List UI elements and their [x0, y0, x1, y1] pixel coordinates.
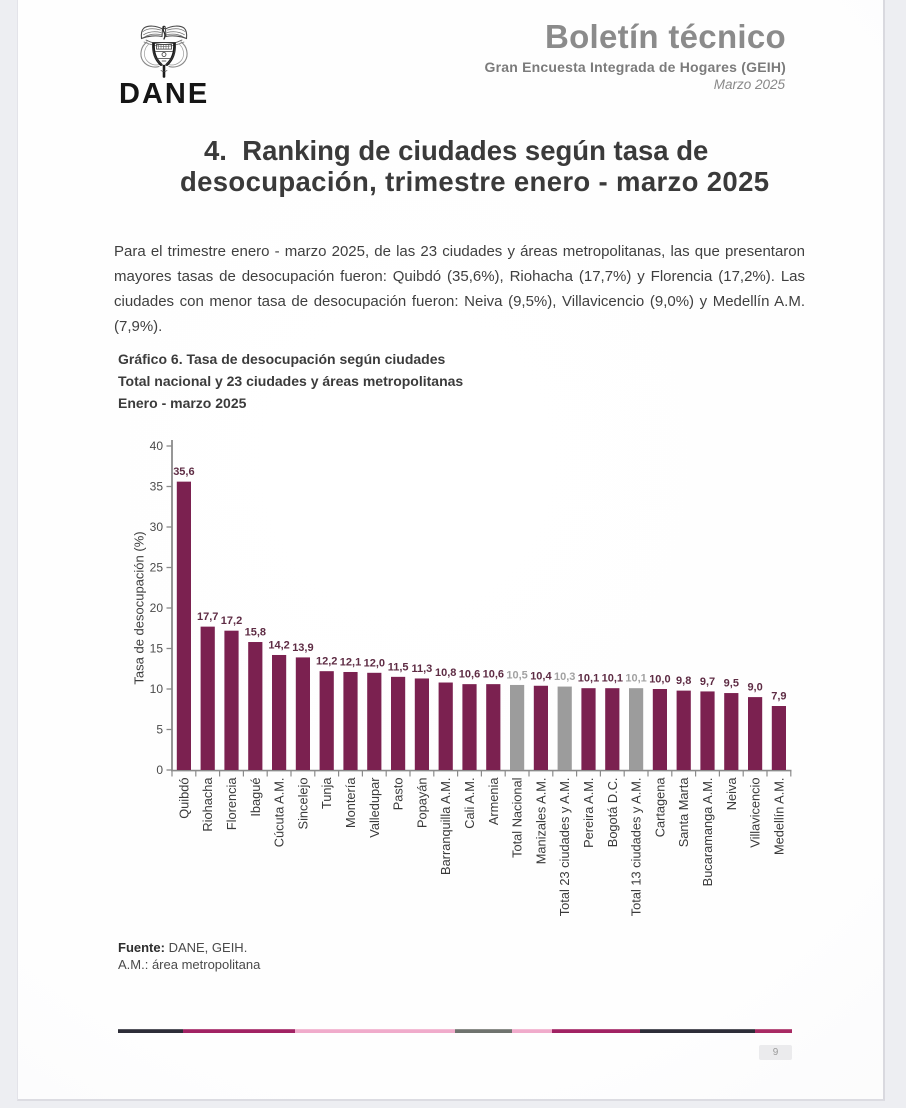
svg-text:11,5: 11,5: [388, 661, 409, 673]
svg-text:40: 40: [150, 439, 164, 453]
svg-text:10,8: 10,8: [435, 667, 456, 679]
svg-text:Tunja: Tunja: [319, 777, 334, 809]
svg-text:12,1: 12,1: [340, 656, 361, 668]
svg-text:Cartagena: Cartagena: [652, 777, 667, 838]
svg-text:17,2: 17,2: [221, 615, 242, 627]
svg-text:10,6: 10,6: [483, 669, 504, 681]
svg-text:Pereira A.M.: Pereira A.M.: [581, 778, 596, 848]
svg-text:12,2: 12,2: [316, 656, 337, 668]
svg-text:Bucaramanga A.M.: Bucaramanga A.M.: [700, 778, 715, 887]
svg-text:10,0: 10,0: [649, 674, 670, 686]
svg-text:Ibagué: Ibagué: [248, 778, 263, 817]
svg-text:13,9: 13,9: [292, 642, 313, 654]
svg-text:5: 5: [156, 723, 163, 737]
svg-text:15: 15: [150, 642, 164, 656]
svg-text:14,2: 14,2: [268, 639, 289, 651]
svg-text:Total 23 ciudades y A.M.: Total 23 ciudades y A.M.: [557, 778, 572, 917]
svg-text:30: 30: [150, 520, 164, 534]
svg-text:25: 25: [150, 561, 164, 575]
svg-text:9,0: 9,0: [747, 682, 762, 694]
svg-text:9,8: 9,8: [676, 675, 691, 687]
svg-text:7,9: 7,9: [771, 691, 786, 703]
svg-text:12,0: 12,0: [364, 657, 385, 669]
svg-text:0: 0: [156, 763, 163, 777]
svg-text:35,6: 35,6: [173, 466, 194, 478]
svg-text:Medellín A.M.: Medellín A.M.: [771, 778, 786, 856]
svg-text:10,1: 10,1: [625, 673, 646, 685]
svg-text:Popayán: Popayán: [414, 778, 429, 829]
svg-text:Neiva: Neiva: [724, 777, 739, 811]
svg-text:35: 35: [150, 480, 164, 494]
svg-text:Cúcuta A.M.: Cúcuta A.M.: [272, 778, 287, 848]
svg-text:10,5: 10,5: [506, 669, 527, 681]
svg-text:Santa Marta: Santa Marta: [676, 777, 691, 848]
svg-text:Pasto: Pasto: [391, 778, 406, 811]
svg-text:Riohacha: Riohacha: [200, 777, 215, 832]
svg-text:10,3: 10,3: [554, 671, 575, 683]
svg-text:Quibdó: Quibdó: [176, 778, 191, 819]
svg-text:10,1: 10,1: [578, 673, 599, 685]
svg-text:Florencia: Florencia: [224, 777, 239, 831]
svg-text:10,4: 10,4: [530, 670, 552, 682]
svg-text:10,6: 10,6: [459, 669, 480, 681]
svg-text:Cali A.M.: Cali A.M.: [462, 778, 477, 829]
svg-text:15,8: 15,8: [245, 627, 266, 639]
svg-text:Tasa de desocupación (%): Tasa de desocupación (%): [132, 531, 147, 684]
svg-text:17,7: 17,7: [197, 611, 218, 623]
svg-text:Valledupar: Valledupar: [367, 777, 382, 838]
svg-text:10: 10: [150, 682, 164, 696]
svg-text:Total Nacional: Total Nacional: [510, 778, 525, 858]
svg-text:11,3: 11,3: [411, 663, 432, 675]
svg-text:Barranquilla A.M.: Barranquilla A.M.: [438, 778, 453, 875]
svg-text:Sincelejo: Sincelejo: [295, 778, 310, 830]
svg-text:20: 20: [150, 601, 164, 615]
svg-text:10,1: 10,1: [602, 673, 623, 685]
svg-text:Bogotá D.C.: Bogotá D.C.: [605, 778, 620, 848]
svg-text:Montería: Montería: [343, 777, 358, 828]
svg-text:Armenia: Armenia: [486, 777, 501, 826]
svg-text:Villavicencio: Villavicencio: [748, 778, 763, 848]
svg-text:9,5: 9,5: [724, 678, 739, 690]
svg-text:Manizales A.M.: Manizales A.M.: [533, 778, 548, 865]
svg-text:9,7: 9,7: [700, 676, 715, 688]
svg-text:Total 13 ciudades y A.M.: Total 13 ciudades y A.M.: [629, 778, 644, 917]
